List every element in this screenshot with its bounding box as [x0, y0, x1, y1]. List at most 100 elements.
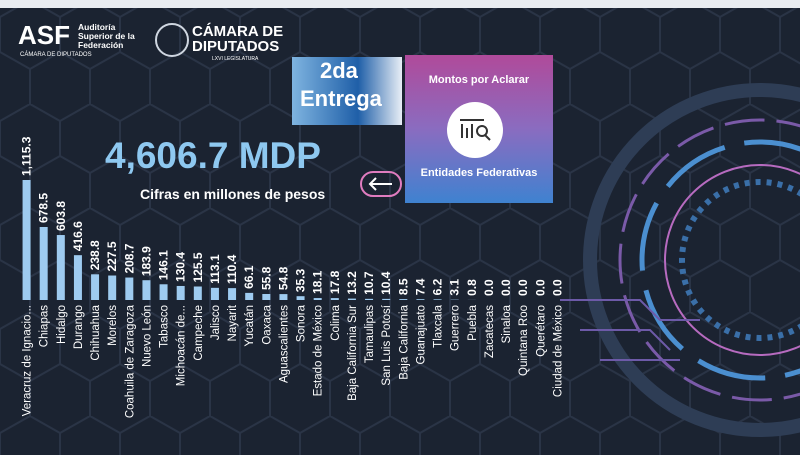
bar: [399, 299, 408, 300]
value-label: 54.8: [276, 266, 290, 290]
category-label: Zacatecas: [484, 305, 496, 358]
bar: [365, 298, 374, 300]
category-label: Jalisco: [210, 305, 222, 340]
value-label: 55.8: [259, 266, 273, 290]
logo-chamber-small: CÁMARA DE DIPUTADOS: [20, 51, 92, 58]
value-label: 416.6: [71, 221, 85, 251]
category-label: Veracruz de Ignacio...: [22, 305, 34, 416]
bar: [330, 298, 339, 300]
logo-chamber-top: CÁMARA DE: [192, 23, 283, 40]
category-label: Puebla: [467, 304, 479, 340]
value-label: 7.4: [413, 278, 427, 295]
bar: [262, 293, 271, 300]
category-label: Aguascalientes: [278, 305, 290, 383]
value-label: 0.8: [465, 279, 479, 296]
bar: [433, 299, 442, 300]
card-icon-glyph: [460, 119, 491, 141]
bar: [73, 255, 82, 300]
category-label: Guerrero: [450, 305, 462, 351]
card-icon: [447, 102, 503, 158]
value-label: 0.0: [499, 279, 513, 296]
bar: [313, 298, 322, 300]
value-label: 6.2: [431, 278, 445, 295]
value-label: 183.9: [139, 246, 153, 276]
bar: [416, 299, 425, 300]
delivery-box: [292, 57, 402, 125]
value-label: 0.0: [516, 279, 530, 296]
bar: [347, 298, 356, 300]
bar: [39, 226, 48, 300]
bar: [245, 292, 254, 300]
value-label: 13.2: [345, 271, 359, 295]
bar: [22, 180, 31, 300]
bar: [382, 298, 391, 300]
bar: [56, 235, 65, 300]
category-label: Guanajuato: [415, 305, 427, 364]
value-label: 603.8: [54, 201, 68, 231]
value-label: 10.7: [362, 271, 376, 295]
category-label: Baja California Sur: [347, 305, 359, 401]
card-subtitle: Entidades Federativas: [421, 167, 538, 179]
category-label: San Luis Potosí: [381, 304, 393, 385]
delivery-line2: Entrega: [300, 86, 383, 111]
value-label: 227.5: [105, 241, 119, 271]
category-label: Sonora: [296, 304, 308, 342]
bar: [296, 296, 305, 300]
value-label: 8.5: [396, 278, 410, 295]
logo-name: Auditoría Superior de la Federación: [78, 23, 135, 50]
bar-chart: 1,115.3 Veracruz de Ignacio... 678.5 Chiapa…: [20, 136, 565, 418]
bar: [125, 277, 134, 300]
category-label: Tlaxcala: [433, 304, 445, 347]
value-label: 0.0: [482, 279, 496, 296]
category-label: Campeche: [193, 305, 205, 361]
bar: [279, 294, 288, 300]
value-label: 1,115.3: [20, 136, 34, 176]
back-arrow: [368, 177, 392, 191]
bar: [108, 275, 117, 300]
category-label: Tamaulipas: [364, 305, 376, 363]
value-label: 130.4: [174, 252, 188, 282]
logo-acronym: ASF: [18, 20, 70, 50]
value-label: 17.8: [328, 270, 342, 294]
category-label: Yucatán: [244, 305, 256, 347]
category-label: Durango: [73, 305, 85, 349]
bar: [159, 284, 168, 300]
category-label: Tabasco: [159, 305, 171, 348]
top-strip: [0, 0, 800, 8]
category-label: Chiapas: [39, 305, 51, 347]
bar: [193, 286, 202, 300]
category-label: Nayarit: [227, 304, 239, 341]
logo-legislature: LXVI LEGISLATURA: [212, 56, 259, 62]
value-label: 110.4: [225, 254, 239, 284]
category-label: Hidalgo: [56, 305, 68, 344]
value-label: 10.4: [379, 271, 393, 295]
category-label: Chihuahua: [90, 304, 102, 360]
category-label: Quintana Roo: [518, 305, 530, 376]
back-button[interactable]: [360, 171, 402, 197]
bar: [228, 288, 237, 300]
category-label: Colima: [330, 304, 342, 340]
category-label: Sinaloa: [501, 304, 513, 343]
card-title: Montos por Aclarar: [429, 74, 530, 86]
value-label: 0.0: [550, 279, 564, 296]
category-label: Coahuila de Zaragoza: [124, 304, 136, 418]
value-label: 18.1: [311, 270, 325, 294]
seal: [155, 23, 189, 57]
value-label: 125.5: [191, 252, 205, 282]
bar: [210, 287, 219, 300]
value-label: 3.1: [448, 279, 462, 296]
category-label: Nuevo León: [141, 305, 153, 367]
category-label: Michoacán de...: [176, 305, 188, 386]
category-label: Oaxaca: [261, 304, 273, 344]
value-label: 146.1: [157, 250, 171, 280]
value-label: 208.7: [122, 243, 136, 273]
value-label: 113.1: [208, 254, 222, 284]
category-label: Estado de México: [313, 305, 325, 396]
value-label: 238.8: [88, 240, 102, 270]
delivery-line1: 2da: [320, 58, 359, 83]
logo-chamber-bottom: DIPUTADOS: [192, 38, 279, 55]
bar: [176, 285, 185, 300]
value-label: 66.1: [242, 265, 256, 289]
circle-decoration: [560, 83, 800, 437]
value-label: 678.5: [37, 193, 51, 223]
